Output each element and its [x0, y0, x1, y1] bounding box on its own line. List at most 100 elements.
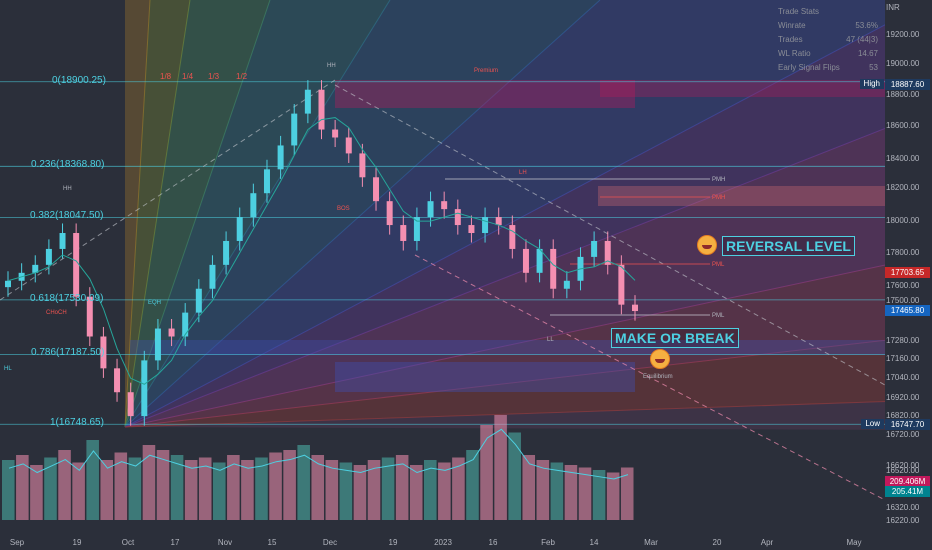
volume-bar: [2, 460, 15, 520]
stats-title-text: Trade Stats: [778, 7, 820, 16]
equilibrium-label: Equilibrium: [643, 374, 673, 380]
demand-zone: [130, 340, 885, 355]
premium-label: Premium: [474, 68, 499, 74]
candle-body: [632, 304, 638, 312]
volume-bar: [466, 450, 479, 520]
price-axis-label: 18600.00: [886, 121, 920, 130]
volume-bar: [550, 462, 564, 520]
date-axis-label: Nov: [217, 538, 233, 547]
volume-bar: [438, 462, 451, 520]
volume-bar: [198, 457, 212, 520]
volume-bar: [16, 455, 29, 520]
label-hl: HL: [4, 366, 12, 372]
currency-label: INR: [886, 3, 900, 12]
gann-fan-zone: [125, 400, 932, 430]
candle-body: [604, 240, 611, 265]
fib-label: 0.382(18047.50): [30, 210, 104, 222]
gann-fan-line: [124, 334, 932, 428]
volume-bar: [536, 460, 550, 520]
volume-bar: [367, 460, 381, 520]
candle-body: [114, 368, 121, 393]
candle-body: [332, 129, 339, 138]
candle-body: [73, 233, 80, 297]
volume-bar: [508, 432, 521, 520]
candle-body: [509, 225, 516, 249]
candle-body: [591, 240, 598, 257]
volume-bar: [114, 452, 128, 520]
volume-bar: [353, 465, 367, 520]
candle-body: [400, 225, 407, 241]
volume-bar: [86, 440, 99, 520]
last-price-tag: 17465.80: [885, 305, 930, 317]
stats-row-value: 53.6%: [855, 21, 878, 30]
gann-fan-line: [124, 0, 191, 428]
date-axis-label: 19: [388, 538, 398, 547]
volume-bar: [395, 455, 409, 520]
date-axis-label: Feb: [541, 538, 555, 547]
date-axis-label: Oct: [121, 538, 135, 547]
candle-body: [236, 217, 243, 241]
price-tag-red: 17703.65: [885, 267, 930, 279]
make-or-break-note[interactable]: MAKE OR BREAK: [611, 328, 739, 348]
reversal-level-note[interactable]: REVERSAL LEVEL: [722, 236, 855, 256]
volume-bar: [480, 425, 493, 520]
fan-ratio-label: 1/3: [208, 72, 220, 81]
volume-bar: [241, 460, 254, 520]
volume-bar: [142, 445, 156, 520]
volume-bar: [283, 450, 296, 520]
candle-body: [277, 145, 284, 170]
candle-body: [495, 217, 502, 226]
candle-body: [563, 280, 570, 289]
stats-row-label: Trades: [778, 35, 803, 44]
premium-zone: [335, 80, 635, 108]
stats-row-label: Winrate: [778, 21, 806, 30]
candle-body: [291, 113, 298, 146]
volume-bar: [30, 465, 43, 520]
stats-row-label: WL Ratio: [778, 49, 811, 58]
laughing-emoji-icon-2: [650, 349, 670, 369]
candle-body: [482, 217, 489, 234]
date-axis-label: 20: [712, 538, 722, 547]
stats-row-label: Early Signal Flips: [778, 63, 840, 72]
low-price-tag: 16747.70: [885, 419, 930, 431]
label-pml-2: PML: [712, 313, 725, 319]
volume-bar: [564, 465, 578, 520]
fib-label: 0.236(18368.80): [31, 159, 105, 171]
label-bos: BOS: [337, 206, 350, 212]
gann-fan-line: [124, 254, 932, 428]
stats-row: Early Signal Flips 53: [778, 61, 878, 75]
volume-tag-2: 205.41M: [885, 486, 930, 497]
low-tag: Low: [861, 419, 884, 430]
candle-body: [209, 264, 216, 289]
gann-fan-zone: [125, 335, 932, 427]
date-axis-label: May: [846, 538, 862, 547]
volume-bar: [44, 457, 57, 520]
fib-label: 0.786(17187.50): [31, 347, 105, 359]
stats-row: Winrate 53.6%: [778, 19, 878, 33]
low-tag-label: Low: [865, 419, 880, 429]
candle-body: [345, 137, 352, 154]
candle-body: [441, 201, 448, 210]
volume-bar: [170, 455, 184, 520]
fib-label: 0(18900.25): [52, 74, 106, 86]
label-pml-1: PML: [712, 262, 725, 268]
label-hh-left: HH: [63, 186, 72, 192]
date-axis-label: 15: [267, 538, 277, 547]
candle-body: [386, 201, 393, 226]
volume-bar: [269, 452, 282, 520]
moving-average-line: [7, 117, 636, 385]
candle-body: [250, 193, 257, 218]
date-axis-label: Sep: [9, 538, 25, 547]
volume-bar: [409, 465, 423, 520]
candle-body: [373, 177, 380, 202]
premium-zone-2: [600, 80, 885, 97]
fan-ratio-label: 1/8: [160, 72, 172, 81]
volume-bar: [128, 457, 142, 520]
price-axis-label: 18400.00: [886, 154, 920, 163]
stats-title: Trade Stats: [778, 5, 878, 19]
candle-body: [304, 89, 311, 114]
price-axis-label: 16720.00: [886, 430, 920, 439]
